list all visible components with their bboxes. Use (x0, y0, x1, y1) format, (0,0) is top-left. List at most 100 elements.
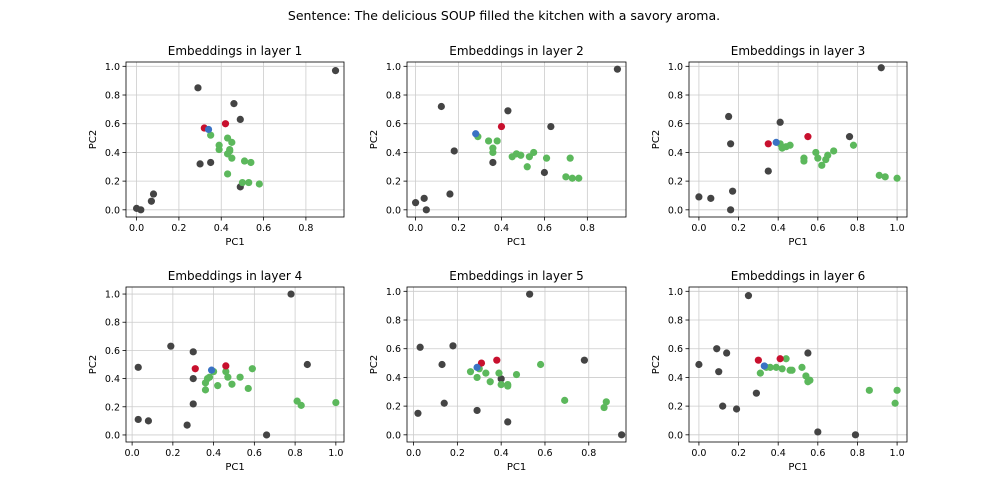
y-tick-label: 1.0 (386, 287, 401, 298)
point-related (224, 373, 232, 381)
point-related (205, 373, 214, 381)
y-tick-label: 1.0 (386, 62, 401, 73)
point-target (222, 362, 230, 370)
point-other (764, 167, 772, 175)
point-related (247, 158, 255, 167)
point-related (818, 161, 826, 169)
point-other (287, 290, 295, 298)
point-related (881, 173, 889, 181)
x-tick-label: 0.2 (450, 448, 465, 459)
x-axis-label: PC1 (225, 237, 244, 248)
point-target (776, 355, 784, 363)
point-related (893, 174, 901, 182)
x-axis-label: PC1 (507, 462, 526, 473)
y-tick-label: 0.0 (386, 205, 401, 216)
x-tick-label: 0.6 (810, 223, 825, 234)
point-other (719, 402, 727, 410)
point-related (798, 363, 806, 371)
point-other (814, 428, 822, 436)
point-related (245, 178, 253, 187)
axes-frame (688, 286, 908, 443)
point-related (788, 366, 796, 374)
x-tick-label: 0.2 (171, 223, 186, 234)
y-tick-label: 0.0 (105, 205, 120, 216)
y-tick-label: 0.8 (668, 91, 683, 102)
x-tick-label: 0.6 (537, 448, 552, 459)
point-other (707, 194, 715, 202)
point-other (194, 84, 202, 92)
y-axis-label: PC2 (651, 355, 662, 374)
y-tick-label: 0.0 (105, 430, 120, 441)
y-tick-label: 0.6 (668, 344, 683, 355)
point-related (255, 180, 263, 188)
point-other (713, 345, 721, 353)
point-related (223, 170, 232, 178)
subplot-layer-1: 0.0 0.2 0.4 0.6 0.8 0.0 0.2 0.4 0.6 0.8 1.0 Embeddi… (88, 44, 345, 248)
point-related (226, 145, 234, 154)
x-tick-label: 0.8 (850, 223, 865, 234)
point-other (440, 399, 448, 407)
x-tick-label: 0.0 (406, 448, 421, 459)
point-related (215, 145, 223, 154)
y-axis-label: PC2 (369, 130, 380, 149)
point-query (772, 138, 780, 146)
subplot-title: Embeddings in layer 1 (168, 44, 302, 58)
point-related (893, 386, 901, 394)
axes-frame (125, 61, 345, 218)
x-tick-label: 0.6 (247, 448, 262, 459)
point-other (489, 158, 497, 167)
x-tick-label: 0.8 (288, 448, 303, 459)
point-related (222, 367, 230, 376)
point-other (230, 100, 238, 108)
y-tick-label: 0.6 (386, 344, 401, 355)
y-axis-label: PC2 (651, 130, 662, 149)
point-related (482, 369, 490, 377)
x-tick-label: 1.0 (890, 223, 905, 234)
point-target (754, 356, 762, 364)
y-tick-label: 0.2 (386, 402, 401, 413)
point-other (422, 206, 430, 214)
y-tick-label: 0.4 (386, 148, 401, 159)
subplot-title: Embeddings in layer 6 (731, 269, 865, 283)
point-related (493, 137, 501, 145)
point-related (248, 365, 256, 373)
point-related (800, 157, 808, 165)
x-axis-label: PC1 (225, 462, 244, 473)
y-tick-label: 0.6 (105, 346, 120, 357)
point-related (523, 163, 531, 171)
y-tick-label: 0.8 (386, 91, 401, 102)
point-other (420, 194, 428, 202)
point-query (760, 362, 768, 370)
y-tick-label: 0.4 (105, 148, 120, 159)
point-other (695, 193, 703, 201)
point-related (756, 369, 764, 377)
point-other (504, 418, 512, 426)
point-other (752, 389, 760, 397)
x-tick-label: 0.8 (581, 448, 596, 459)
y-tick-label: 0.8 (386, 316, 401, 327)
point-other (137, 206, 145, 214)
point-other (331, 67, 340, 75)
point-related (561, 396, 569, 404)
x-tick-label: 0.0 (408, 223, 423, 234)
point-other (776, 118, 784, 126)
point-query (207, 366, 216, 374)
point-related (240, 157, 249, 165)
y-tick-label: 1.0 (668, 62, 683, 73)
point-query (204, 125, 213, 134)
point-related (297, 401, 305, 409)
point-other (134, 363, 142, 371)
point-related (536, 360, 545, 369)
y-tick-label: 0.2 (105, 402, 120, 413)
point-other (744, 292, 753, 300)
point-other (877, 64, 885, 72)
y-tick-label: 0.4 (105, 374, 120, 385)
x-tick-label: 0.4 (771, 223, 786, 234)
axes-frame (406, 61, 627, 218)
point-related (602, 398, 610, 406)
y-tick-label: 0.8 (105, 91, 120, 102)
point-other (449, 342, 457, 350)
y-tick-label: 0.6 (668, 119, 683, 130)
y-tick-label: 1.0 (105, 290, 120, 301)
